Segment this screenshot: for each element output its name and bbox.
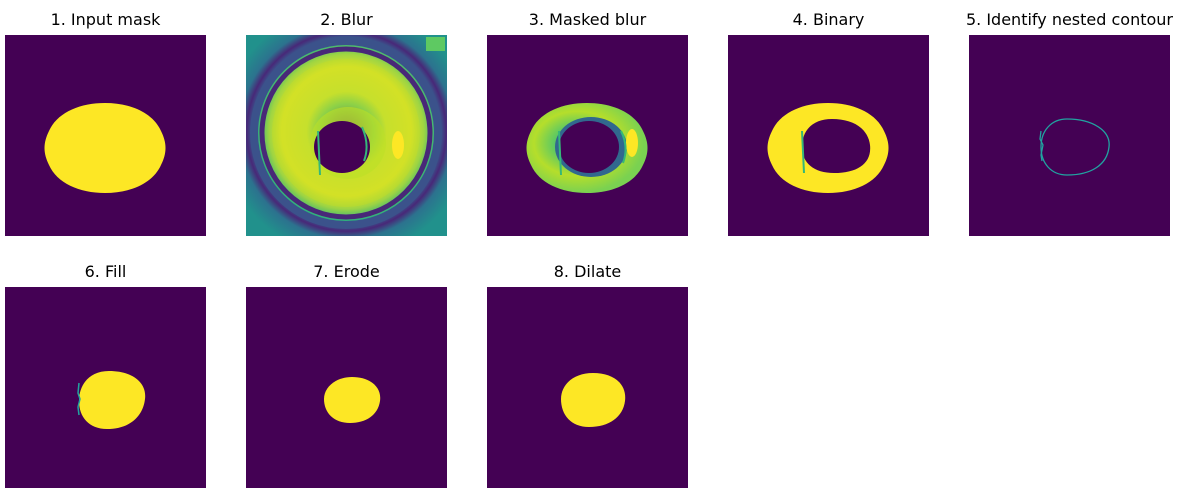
- panel-title: 1. Input mask: [50, 10, 161, 29]
- panel-title: 5. Identify nested contour: [965, 10, 1174, 29]
- input-mask-image: [5, 35, 206, 236]
- panel-title: 7. Erode: [313, 262, 380, 281]
- blur-image: [246, 35, 447, 236]
- erode-image: [246, 287, 447, 488]
- panel-title: 6. Fill: [84, 262, 127, 281]
- dilate-image: [487, 287, 688, 488]
- panel-title: 3. Masked blur: [528, 10, 647, 29]
- panel-title: 8. Dilate: [553, 262, 622, 281]
- binary-image: [728, 35, 929, 236]
- masked-blur-image: [487, 35, 688, 236]
- panel-title: 4. Binary: [792, 10, 865, 29]
- fill-image: [5, 287, 206, 488]
- panel-title: 2. Blur: [320, 10, 373, 29]
- nested-contour-image: [969, 35, 1170, 236]
